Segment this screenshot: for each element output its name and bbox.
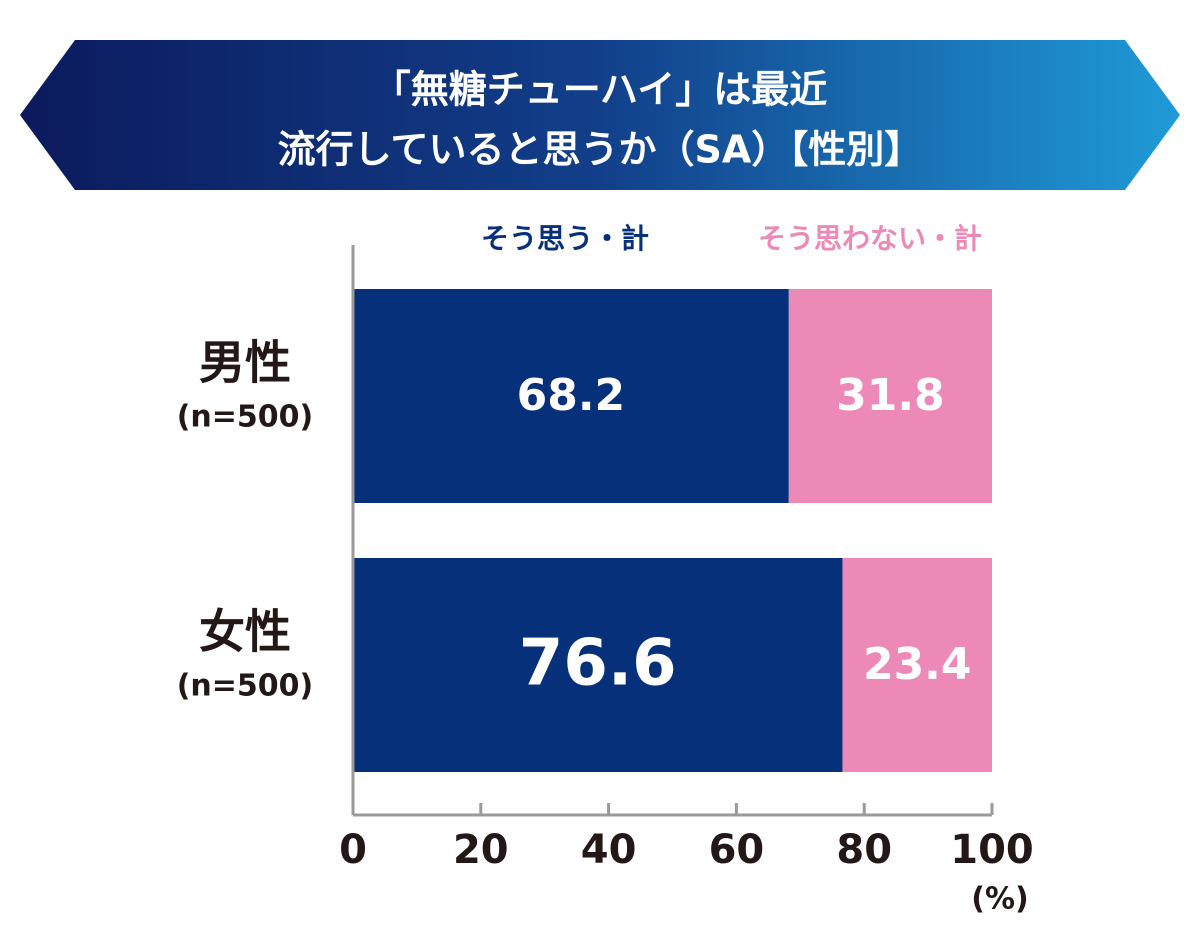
- category-label: 女性: [199, 605, 291, 659]
- x-tick-label: 80: [836, 827, 892, 873]
- chart-title: 流行していると思うか（SA）【性別】: [278, 128, 923, 172]
- x-unit-label: (%): [971, 882, 1028, 917]
- x-tick-label: 20: [453, 827, 509, 873]
- value-label: 23.4: [863, 639, 972, 690]
- chart-title: 「無糖チューハイ」は最近: [373, 68, 827, 112]
- title-banner: [20, 40, 1180, 190]
- bar-segment: [353, 289, 789, 503]
- value-label: 31.8: [836, 370, 945, 421]
- category-label: 男性: [199, 336, 291, 390]
- value-label: 76.6: [519, 627, 677, 701]
- value-label: 68.2: [517, 370, 626, 421]
- x-tick-label: 40: [581, 827, 637, 873]
- bar-segment: [788, 289, 992, 503]
- category-note: (n=500): [177, 669, 314, 704]
- category-note: (n=500): [177, 400, 314, 435]
- legend-label: そう思う・計: [481, 222, 649, 255]
- x-tick-label: 60: [709, 827, 765, 873]
- bar-segment: [353, 558, 843, 772]
- x-tick-label: 100: [950, 827, 1034, 873]
- bar-segment: [842, 558, 992, 772]
- x-tick-label: 0: [339, 827, 367, 873]
- legend-label: そう思わない・計: [758, 222, 982, 255]
